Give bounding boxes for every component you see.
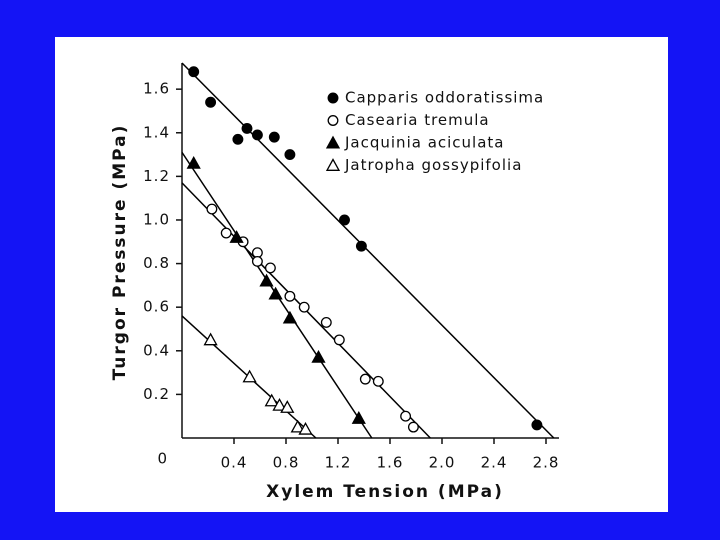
x-tick-label: 2.0	[429, 454, 456, 472]
x-tick-label: 1.6	[377, 454, 404, 472]
data-point	[264, 393, 279, 407]
legend-marker	[325, 135, 341, 149]
data-point	[206, 203, 218, 215]
legend-marker	[327, 115, 339, 126]
legend-label: Casearia tremula	[345, 111, 490, 129]
data-point	[268, 131, 280, 143]
panel	[55, 37, 668, 512]
y-axis-title: Turgor Pressure (MPa)	[110, 124, 130, 381]
data-point	[251, 255, 263, 267]
y-tick-label: 1.0	[143, 210, 170, 228]
data-point	[290, 419, 305, 433]
data-point	[339, 214, 350, 226]
data-point	[186, 155, 201, 169]
data-point	[320, 316, 332, 328]
data-point	[298, 301, 310, 313]
data-point	[205, 96, 217, 108]
legend-label: Jatropha gossypifolia	[344, 156, 522, 174]
legend-label: Capparis oddoratissima	[345, 89, 544, 107]
x-axis-title: Xylem Tension (MPa)	[266, 482, 504, 502]
data-point	[220, 227, 232, 239]
data-point	[272, 397, 287, 411]
y-tick-label: 1.2	[143, 167, 170, 185]
data-point	[355, 240, 367, 252]
x-tick-label: 2.4	[481, 454, 508, 472]
data-point	[284, 290, 296, 302]
data-point	[241, 122, 253, 134]
data-point	[531, 419, 543, 431]
y-tick-label: 0.2	[143, 385, 170, 403]
legend-label: Jacquinia aciculata	[344, 134, 505, 152]
data-point	[282, 310, 298, 324]
data-point	[259, 273, 274, 287]
data-point	[229, 230, 244, 243]
data-point	[188, 66, 200, 78]
origin-label: 0	[157, 450, 168, 468]
x-tick-label: 1.2	[325, 454, 352, 472]
x-tick-label: 2.8	[533, 454, 560, 472]
data-point	[242, 369, 257, 383]
data-point	[311, 349, 326, 363]
y-tick-label: 0.6	[143, 298, 170, 316]
data-point	[333, 334, 345, 346]
data-point	[203, 332, 218, 346]
data-point	[400, 410, 412, 422]
data-point	[251, 129, 263, 141]
legend-marker	[325, 158, 341, 171]
data-point	[351, 411, 366, 424]
data-point	[264, 262, 276, 274]
data-point	[284, 149, 296, 161]
y-tick-label: 1.4	[143, 123, 170, 141]
legend-marker	[327, 92, 339, 104]
data-point	[298, 421, 313, 435]
data-point	[268, 286, 283, 300]
data-point	[359, 373, 371, 385]
data-point	[280, 400, 295, 413]
y-tick-label: 0.4	[143, 341, 170, 359]
data-point	[407, 421, 419, 433]
y-tick-label: 0.8	[143, 254, 170, 272]
y-tick-label: 1.6	[143, 80, 170, 98]
data-point	[232, 133, 244, 145]
x-tick-label: 0.4	[221, 454, 248, 472]
x-tick-label: 0.8	[273, 454, 300, 472]
data-point	[372, 375, 384, 387]
